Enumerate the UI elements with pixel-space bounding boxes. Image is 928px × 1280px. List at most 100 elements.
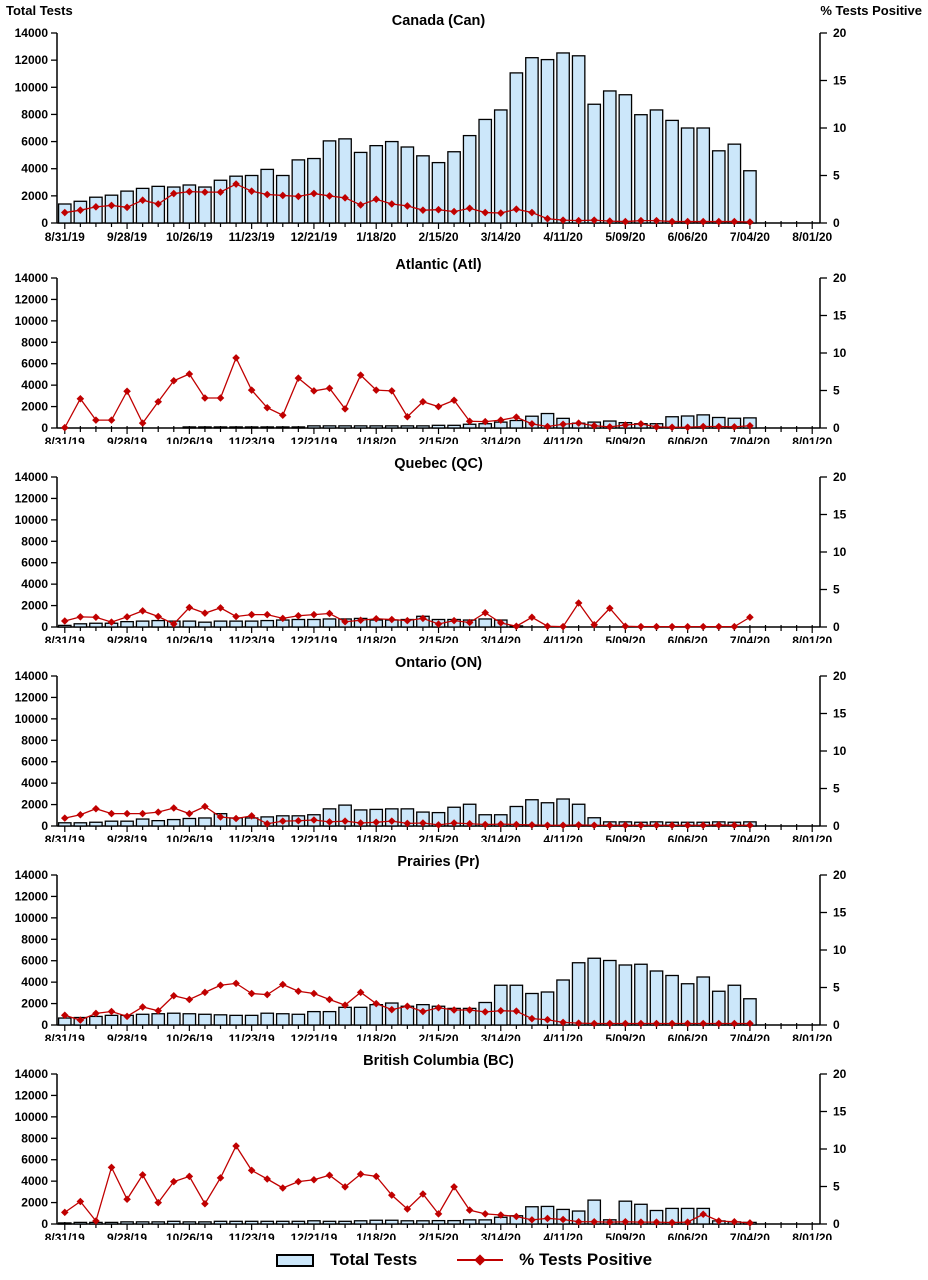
- total-tests-bar: [151, 619, 166, 628]
- pct-positive-diamond-marker: [559, 1018, 567, 1027]
- total-tests-bar: [104, 820, 119, 827]
- pct-positive-diamond-marker: [714, 422, 723, 431]
- pct-positive-diamond-marker: [668, 622, 676, 631]
- total-tests-bar: [400, 146, 415, 224]
- left-axis-tick-label: 2000: [21, 400, 48, 414]
- pct-positive-diamond-marker: [528, 420, 536, 428]
- pct-positive-diamond-marker: [652, 423, 661, 431]
- pct-positive-diamond-marker: [60, 814, 69, 822]
- pct-positive-diamond-marker: [528, 1014, 536, 1023]
- total-tests-bar: [665, 119, 679, 224]
- pct-positive-diamond-marker: [294, 374, 303, 382]
- x-axis-tick-label: 7/04/20: [730, 634, 770, 643]
- total-tests-bar: [135, 187, 150, 224]
- x-axis-tick-label: 9/28/19: [107, 1231, 147, 1240]
- pct-positive-diamond-marker: [450, 396, 458, 405]
- pct-positive-diamond-marker: [92, 804, 100, 813]
- pct-positive-diamond-marker: [481, 608, 490, 617]
- x-axis-tick-label: 11/23/19: [229, 230, 275, 244]
- total-tests-bar: [151, 1013, 166, 1026]
- pct-positive-diamond-marker: [637, 216, 645, 225]
- x-axis-tick-label: 12/21/19: [291, 1032, 338, 1041]
- pct-positive-diamond-marker: [637, 622, 645, 631]
- total-tests-bar: [431, 424, 446, 429]
- left-axis-tick-label: 10000: [15, 1110, 49, 1124]
- pct-positive-diamond-marker: [123, 1195, 131, 1204]
- total-tests-bar: [104, 1014, 119, 1026]
- pct-positive-diamond-marker: [730, 1217, 739, 1226]
- total-tests-bar: [135, 1221, 150, 1225]
- pct-positive-diamond-marker: [590, 821, 599, 830]
- total-tests-bar: [727, 984, 742, 1026]
- total-tests-bar: [198, 1221, 212, 1225]
- total-tests-bar: [291, 1013, 306, 1026]
- pct-positive-diamond-marker: [216, 604, 225, 612]
- total-tests-bar: [447, 1219, 461, 1225]
- total-tests-bar: [213, 620, 228, 628]
- total-tests-bar: [166, 818, 181, 827]
- total-tests-bar: [478, 1219, 493, 1225]
- total-tests-bar: [322, 1010, 337, 1026]
- left-axis-tick-label: 4000: [21, 378, 48, 392]
- total-tests-bar: [369, 1219, 384, 1225]
- total-tests-bar: [369, 144, 384, 224]
- x-axis-tick-label: 1/18/20: [356, 230, 396, 244]
- chart-panel-canada: Total Tests % Tests Positive Canada (Can) 0…: [6, 3, 922, 244]
- total-tests-bar: [198, 817, 212, 827]
- pct-positive-diamond-marker: [185, 187, 194, 196]
- pct-positive-diamond-marker: [512, 205, 521, 214]
- pct-positive-diamond-marker: [123, 203, 131, 212]
- x-axis-tick-label: 6/06/20: [668, 833, 708, 842]
- pct-positive-diamond-marker: [574, 1019, 583, 1027]
- x-axis-tick-label: 7/04/20: [730, 435, 770, 444]
- x-axis-tick-label: 2/15/20: [418, 230, 458, 244]
- total-tests-bar: [509, 984, 524, 1026]
- total-tests-bar: [540, 991, 555, 1026]
- x-axis-tick-label: 7/04/20: [730, 833, 770, 842]
- pct-positive-diamond-marker: [201, 394, 209, 402]
- pct-positive-diamond-marker: [76, 206, 85, 214]
- pct-positive-diamond-marker: [543, 422, 552, 431]
- x-axis-tick-label: 1/18/20: [356, 634, 396, 643]
- x-axis-tick-label: 10/26/19: [166, 1231, 213, 1240]
- x-axis-tick-label: 8/31/19: [45, 1032, 85, 1041]
- total-tests-bar: [291, 159, 306, 224]
- pct-positive-diamond-marker: [465, 417, 474, 426]
- total-tests-bar: [431, 1219, 446, 1225]
- pct-positive-diamond-marker: [543, 1015, 552, 1024]
- total-tests-bar: [353, 425, 368, 429]
- x-axis-tick-label: 8/31/19: [45, 1231, 85, 1240]
- pct-positive-diamond-marker: [216, 981, 225, 990]
- pct-positive-diamond-marker: [465, 1206, 474, 1214]
- pct-positive-diamond-marker: [590, 216, 599, 224]
- pct-positive-diamond-marker: [60, 423, 69, 432]
- right-axis-tick-label: 15: [833, 906, 847, 920]
- total-tests-bar: [743, 170, 757, 224]
- x-axis-tick-label: 9/28/19: [107, 1032, 147, 1041]
- total-tests-bar: [57, 822, 72, 827]
- pct-positive-diamond-marker: [714, 1019, 723, 1028]
- pct-positive-diamond-marker: [278, 191, 287, 200]
- left-axis-tick-label: 6000: [21, 954, 48, 968]
- left-axis-tick-label: 14000: [15, 868, 49, 882]
- pct-positive-legend-label: % Tests Positive: [519, 1250, 653, 1269]
- pct-positive-diamond-marker: [185, 995, 194, 1004]
- x-axis-tick-label: 8/01/20: [792, 833, 832, 842]
- pct-positive-diamond-marker: [621, 1019, 630, 1028]
- left-axis-tick-label: 2000: [21, 798, 48, 812]
- right-axis-tick-label: 0: [833, 620, 840, 634]
- left-axis-tick-label: 8000: [21, 107, 48, 121]
- pct-positive-diamond-marker: [201, 188, 209, 196]
- chart-panel-prairies: Prairies (Pr) 0 2000 4000 6000 8000 10000 12000…: [15, 854, 847, 1041]
- left-axis-tick-label: 14000: [15, 271, 49, 285]
- total-tests-bar: [571, 962, 586, 1026]
- total-tests-bar: [244, 426, 259, 429]
- total-tests-bar: [229, 175, 243, 224]
- pct-positive-diamond-marker: [76, 613, 85, 621]
- pct-positive-diamond-marker: [746, 1219, 754, 1227]
- pct-positive-diamond-marker: [232, 612, 240, 621]
- total-tests-bar: [229, 620, 243, 628]
- right-axis-tick-label: 0: [833, 1217, 840, 1231]
- pct-positive-diamond-marker: [512, 1212, 521, 1221]
- total-tests-bar: [89, 821, 103, 827]
